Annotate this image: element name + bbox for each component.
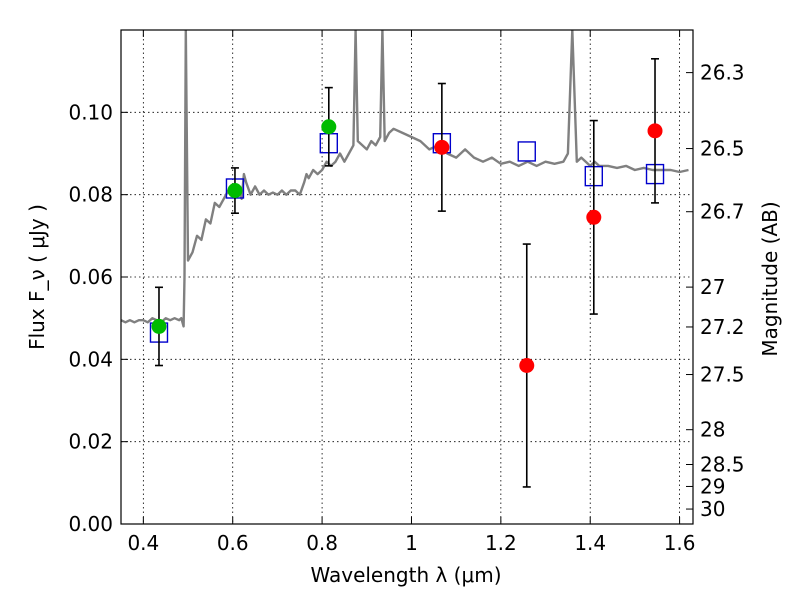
y-axis-label: Flux F_ν ( μJy ) — [25, 204, 49, 350]
magnitude-tick-label: 30 — [700, 497, 725, 521]
y-tick-label: 0.06 — [68, 265, 113, 289]
nir-flux-point — [434, 139, 450, 155]
x-tick-label: 1.2 — [485, 531, 517, 555]
y-tick-label: 0.04 — [68, 347, 113, 371]
x-tick-label: 1.6 — [664, 531, 696, 555]
y-tick-label: 0.08 — [68, 183, 113, 207]
magnitude-tick-label: 26.5 — [700, 137, 745, 161]
grid — [121, 30, 693, 524]
x-tick-label: 1.4 — [574, 531, 606, 555]
y-axis: 0.00 0.02 0.04 0.06 0.08 0.10 — [68, 100, 128, 536]
magnitude-tick-label: 26.7 — [700, 200, 745, 224]
x-axis-label: Wavelength λ (μm) — [310, 563, 501, 587]
nir-flux-point — [519, 358, 535, 374]
magnitude-tick-label: 27.2 — [700, 315, 745, 339]
magnitude-tick-label: 29 — [700, 474, 725, 498]
series-layer — [121, 30, 689, 488]
magnitude-tick-label: 26.3 — [700, 61, 745, 85]
magnitude-tick-label: 27 — [700, 275, 725, 299]
magnitude-tick-label: 27.5 — [700, 363, 745, 387]
model-spectrum-line — [121, 30, 689, 328]
magnitude-tick-label: 28.5 — [700, 452, 745, 476]
y-tick-label: 0.10 — [68, 100, 113, 124]
optical-flux-point — [321, 119, 337, 135]
magnitude-axis-label: Magnitude (AB) — [758, 201, 782, 356]
y-tick-label: 0.00 — [68, 512, 113, 536]
x-tick-label: 0.6 — [217, 531, 249, 555]
x-axis: 0.4 0.6 0.8 1 1.2 1.4 1.6 — [127, 30, 696, 555]
x-tick-label: 0.4 — [127, 531, 159, 555]
x-tick-label: 0.8 — [306, 531, 338, 555]
model-flux-square — [517, 141, 536, 162]
nir-flux-point — [647, 123, 663, 139]
optical-flux-point — [227, 183, 243, 199]
y-tick-label: 0.02 — [68, 430, 113, 454]
magnitude-tick-label: 28 — [700, 418, 725, 442]
optical-flux-point — [151, 318, 167, 334]
x-tick-label: 1 — [405, 531, 418, 555]
nir-flux-point — [586, 209, 602, 225]
